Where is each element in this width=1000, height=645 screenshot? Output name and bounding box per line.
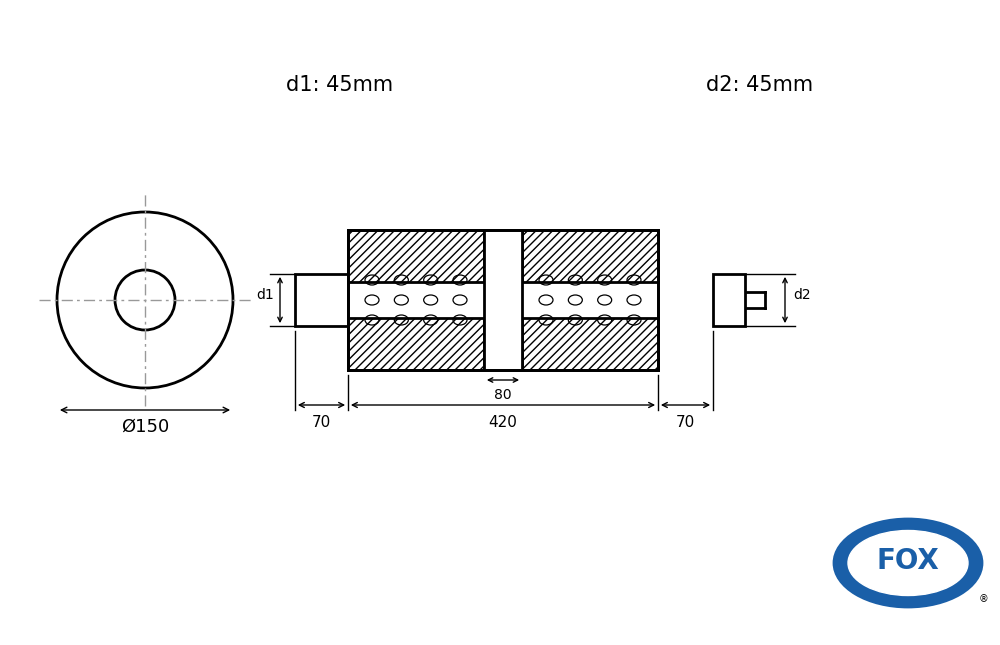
- Text: 80: 80: [494, 388, 512, 402]
- Text: 70: 70: [312, 415, 331, 430]
- Bar: [484, 230, 522, 370]
- Text: ®: ®: [979, 594, 989, 604]
- Bar: [713, 274, 745, 326]
- Text: 420: 420: [489, 415, 517, 430]
- Bar: [522, 230, 658, 282]
- Ellipse shape: [848, 530, 968, 595]
- Bar: [348, 230, 658, 370]
- Text: Ø150: Ø150: [121, 418, 169, 436]
- Text: d1: 45mm: d1: 45mm: [286, 75, 394, 95]
- Text: d2: d2: [793, 288, 811, 302]
- Text: FOX: FOX: [877, 547, 939, 575]
- Text: d2: 45mm: d2: 45mm: [706, 75, 814, 95]
- Bar: [348, 230, 658, 370]
- Text: 70: 70: [676, 415, 695, 430]
- Bar: [522, 318, 658, 370]
- Bar: [348, 230, 484, 282]
- Bar: [295, 274, 348, 326]
- Text: d1: d1: [256, 288, 274, 302]
- Bar: [348, 318, 484, 370]
- Ellipse shape: [834, 519, 982, 607]
